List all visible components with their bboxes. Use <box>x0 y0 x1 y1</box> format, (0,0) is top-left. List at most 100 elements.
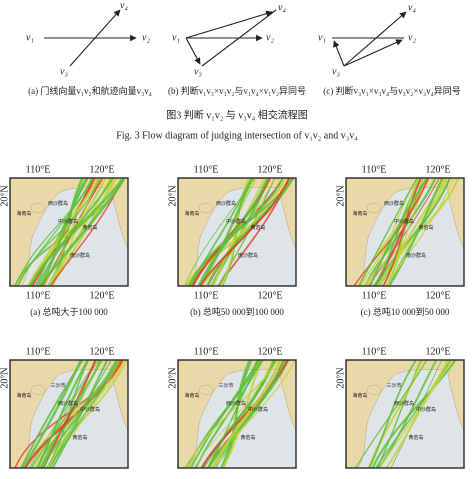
lon-tick-label: 110°E <box>194 346 219 357</box>
lat-tick-label: 20°N <box>335 367 346 388</box>
place-name: 海南岛 <box>352 210 367 217</box>
vector-label: v₂ <box>408 32 416 43</box>
map-caption: (a) 总吨大于100 000 <box>30 306 108 317</box>
diagram-caption: (a) 门线向量v₁v₂和航迹向量v₃v₄ <box>28 85 152 96</box>
lon-tick-label: 110°E <box>194 290 219 301</box>
map-caption: (b) 总吨50 000到100 000 <box>190 306 284 317</box>
lat-tick-label: 20°N <box>167 185 178 206</box>
lon-tick-label: 110°E <box>194 164 219 175</box>
place-name: 海南岛 <box>184 210 199 217</box>
lon-tick-label: 110°E <box>26 164 51 175</box>
lon-tick-label: 110°E <box>362 290 387 301</box>
vector-label: v₃ <box>194 66 202 77</box>
lat-tick-label: 20°N <box>335 185 346 206</box>
lon-tick-label: 120°E <box>257 164 282 175</box>
shipping-track <box>28 178 125 286</box>
place-name: 中沙群岛 <box>80 406 100 413</box>
shipping-track <box>39 178 126 286</box>
place-name: 黄岩岛 <box>418 224 433 231</box>
diagram-arrows <box>44 9 407 67</box>
place-name: 黄岩岛 <box>82 224 97 231</box>
place-name: 黄岩岛 <box>240 434 255 441</box>
shipping-track <box>36 360 89 468</box>
vector-label: v₃ <box>332 66 340 77</box>
vector-label: v₁ <box>26 32 34 43</box>
place-name: 西沙群岛 <box>58 400 78 407</box>
shipping-track <box>49 360 112 468</box>
place-name: 西沙群岛 <box>48 200 68 207</box>
vector-label: v₁ <box>318 32 326 43</box>
shipping-track <box>20 360 84 468</box>
place-name: 海南岛 <box>16 392 31 399</box>
lon-tick-label: 120°E <box>425 346 450 357</box>
place-name: 中沙群岛 <box>58 218 78 225</box>
vector-label: v₂ <box>142 32 150 43</box>
map-frame <box>345 359 465 469</box>
lon-tick-label: 120°E <box>257 346 282 357</box>
shipping-track <box>368 360 417 468</box>
map-content <box>10 360 128 468</box>
place-name: 三沙市 <box>50 382 65 389</box>
map-frame <box>9 359 129 469</box>
island <box>30 202 46 214</box>
shipping-track <box>212 360 282 468</box>
shipping-track <box>369 178 428 286</box>
place-name: 西沙群岛 <box>226 400 246 407</box>
place-name: 南沙群岛 <box>70 252 90 259</box>
figure-caption-cn: 图3 判断 v₁v₂ 与 v₃v₄ 相交流程图 <box>166 108 307 121</box>
shipping-track <box>375 360 452 468</box>
place-name: 三沙市 <box>386 382 401 389</box>
place-name: 海南岛 <box>352 392 367 399</box>
map-content <box>346 360 464 468</box>
place-name: 中沙群岛 <box>416 406 436 413</box>
shipping-track <box>382 178 422 286</box>
shipping-track <box>388 178 444 286</box>
vector-label: v₂ <box>266 32 274 43</box>
lon-tick-label: 110°E <box>26 346 51 357</box>
island <box>366 384 382 396</box>
shipping-track <box>186 360 279 468</box>
shipping-track <box>198 178 254 286</box>
place-name: 黄岩岛 <box>250 224 265 231</box>
map-frame <box>177 359 297 469</box>
shipping-track <box>355 360 428 468</box>
map-frame <box>345 177 465 287</box>
vector-label: v₃ <box>60 66 68 77</box>
shipping-track <box>385 178 455 286</box>
place-name: 黄岩岛 <box>72 434 87 441</box>
place-name: 海南岛 <box>184 392 199 399</box>
island <box>198 384 214 396</box>
place-name: 西沙群岛 <box>394 400 414 407</box>
shipping-track <box>209 360 260 468</box>
shipping-track <box>199 178 290 286</box>
shipping-track <box>30 360 103 468</box>
shipping-track <box>375 178 452 286</box>
map-content <box>346 178 464 286</box>
shipping-track <box>14 178 93 286</box>
vector-label: v₄ <box>120 0 128 11</box>
vector-label: v₁ <box>172 32 180 43</box>
lon-tick-label: 120°E <box>257 290 282 301</box>
map-frame <box>9 177 129 287</box>
lon-tick-label: 120°E <box>425 164 450 175</box>
lon-tick-label: 110°E <box>362 164 387 175</box>
shipping-track <box>379 360 453 468</box>
shipping-track <box>385 360 450 468</box>
shipping-track <box>17 178 101 286</box>
vector-label: v₄ <box>278 2 286 13</box>
lon-tick-label: 120°E <box>89 290 114 301</box>
island <box>198 202 214 214</box>
place-name: 三沙市 <box>218 382 233 389</box>
shipping-track <box>39 178 89 286</box>
lon-tick-label: 110°E <box>362 346 387 357</box>
map-caption: (c) 总吨10 000到50 000 <box>361 306 450 317</box>
shipping-track <box>27 178 107 286</box>
map-content <box>178 178 296 286</box>
lat-tick-label: 20°N <box>0 185 10 206</box>
